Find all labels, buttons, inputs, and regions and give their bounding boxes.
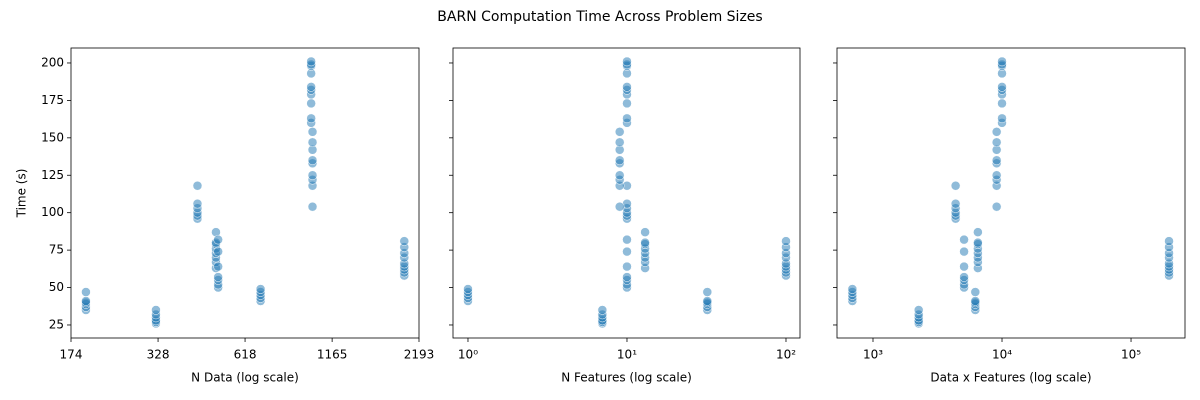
point (622, 113, 632, 124)
point (950, 198, 961, 209)
point (614, 137, 625, 148)
point (307, 155, 318, 166)
point (307, 170, 318, 181)
point (614, 201, 625, 212)
point (959, 234, 969, 245)
x-tick-label: 10⁵ (1121, 348, 1141, 362)
y-tick-label: 175 (41, 93, 64, 107)
point (997, 56, 1007, 67)
y-tick-label: 75 (49, 243, 64, 257)
point (192, 180, 203, 191)
point (307, 127, 318, 137)
y-tick-label: 125 (41, 168, 64, 182)
point (614, 170, 625, 181)
point (1164, 236, 1174, 246)
point (306, 98, 316, 109)
point (781, 236, 791, 246)
point (959, 246, 969, 257)
point (991, 137, 1002, 148)
x-tick-label: 2193 (404, 348, 435, 362)
point (847, 284, 858, 294)
x-tick-label: 174 (60, 348, 83, 362)
point (970, 287, 981, 297)
y-tick-label: 25 (49, 317, 64, 331)
point (192, 198, 203, 209)
point (213, 272, 223, 282)
x-tick-label: 618 (234, 348, 257, 362)
x-tick-label: 1165 (317, 348, 348, 362)
point (306, 56, 316, 67)
y-axis-label: Time (s) (15, 169, 29, 219)
y-tick-label: 100 (41, 205, 64, 219)
x-tick-label: 10⁰ (458, 348, 478, 362)
figure-title: BARN Computation Time Across Problem Siz… (437, 9, 762, 25)
x-tick-label: 10² (776, 348, 796, 362)
point (255, 284, 266, 294)
point (213, 261, 223, 272)
point (81, 287, 91, 297)
point (463, 284, 473, 294)
point (622, 261, 632, 272)
point (213, 246, 223, 257)
x-tick-label: 10¹ (617, 348, 637, 362)
x-axis-label: N Data (log scale) (191, 371, 299, 385)
point (991, 155, 1002, 166)
plot-frame (70, 47, 420, 339)
point (399, 236, 410, 246)
point (913, 305, 924, 315)
point (81, 296, 91, 306)
point (614, 155, 625, 166)
y-tick-label: 50 (49, 280, 64, 294)
point (597, 305, 608, 315)
point (973, 237, 983, 248)
point (640, 237, 650, 248)
point (151, 305, 161, 315)
point (622, 246, 632, 257)
point (640, 227, 650, 237)
point (307, 137, 318, 148)
point (622, 56, 632, 67)
point (959, 261, 969, 272)
point (306, 113, 316, 124)
point (614, 127, 625, 137)
point (702, 296, 713, 306)
point (622, 234, 632, 245)
point (950, 180, 961, 191)
point (307, 201, 318, 212)
x-tick-label: 10⁴ (992, 348, 1012, 362)
point (622, 82, 632, 92)
x-axis-label: Data x Features (log scale) (930, 371, 1091, 385)
x-tick-label: 10³ (863, 348, 883, 362)
point (306, 82, 316, 92)
y-tick-label: 200 (41, 55, 64, 69)
point (997, 82, 1007, 92)
x-axis-label: N Features (log scale) (561, 371, 692, 385)
point (213, 234, 223, 245)
point (973, 227, 983, 237)
point (997, 113, 1007, 124)
point (622, 272, 632, 282)
plot-frame (836, 47, 1186, 339)
point (991, 201, 1002, 212)
point (991, 127, 1002, 137)
point (702, 287, 713, 297)
point (622, 98, 632, 109)
point (991, 170, 1002, 181)
point (959, 272, 969, 282)
x-tick-label: 328 (147, 348, 170, 362)
plot-frame (452, 47, 801, 339)
point (997, 98, 1007, 109)
y-tick-label: 150 (41, 130, 64, 144)
point (970, 296, 981, 306)
